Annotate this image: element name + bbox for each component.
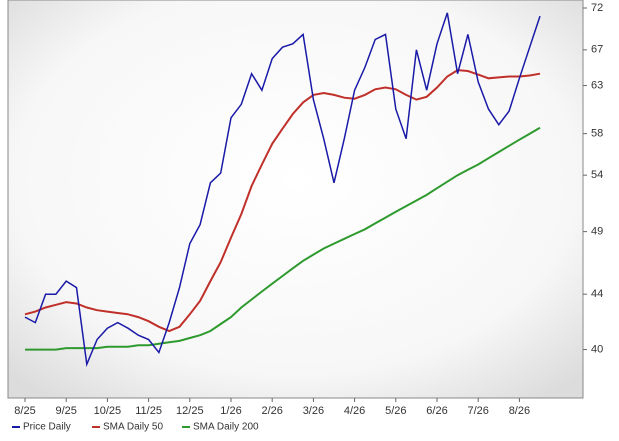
y-tick-label: 72 — [591, 2, 603, 14]
legend-label: Price Daily — [23, 422, 71, 433]
y-tick-label: 63 — [591, 80, 603, 92]
y-tick-label: 40 — [591, 343, 603, 355]
x-tick-label: 4/26 — [344, 405, 365, 417]
x-tick-label: 7/26 — [467, 405, 488, 417]
x-tick-label: 3/26 — [303, 405, 324, 417]
y-tick-label: 67 — [591, 44, 603, 56]
x-tick-label: 5/26 — [385, 405, 406, 417]
y-tick-label: 49 — [591, 226, 603, 238]
x-tick-label: 6/26 — [426, 405, 447, 417]
line-series — [24, 69, 541, 333]
x-tick-label: 9/25 — [55, 405, 76, 417]
legend-label: SMA Daily 200 — [193, 422, 259, 433]
x-tick-label: 8/26 — [509, 405, 530, 417]
legend-label: SMA Daily 50 — [103, 422, 163, 433]
x-tick-label: 11/25 — [135, 405, 162, 417]
plot-area — [7, 0, 584, 399]
line-series — [24, 12, 541, 368]
x-tick-label: 8/25 — [14, 405, 35, 417]
x-tick-label: 12/25 — [176, 405, 204, 417]
y-tick-label: 54 — [591, 169, 603, 181]
x-tick-label: 1/26 — [220, 405, 241, 417]
y-tick-label: 44 — [591, 288, 603, 300]
y-tick-label: 58 — [591, 128, 603, 140]
x-tick-label: 2/26 — [261, 405, 282, 417]
x-tick-label: 10/25 — [94, 405, 122, 417]
line-series — [25, 126, 541, 351]
